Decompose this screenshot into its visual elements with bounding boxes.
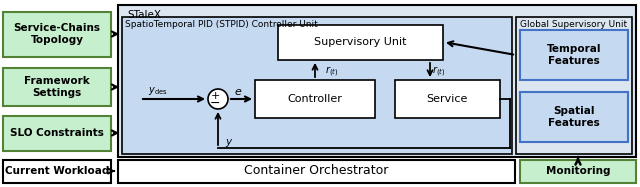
- Bar: [520, 30, 628, 80]
- Text: $y$: $y$: [225, 137, 234, 149]
- Text: Framework
Settings: Framework Settings: [24, 76, 90, 98]
- Text: $e$: $e$: [234, 87, 242, 97]
- Text: $y_{\mathregular{des}}$: $y_{\mathregular{des}}$: [148, 85, 168, 97]
- Bar: [520, 92, 628, 142]
- Bar: [118, 5, 636, 157]
- Text: Container Orchestrator: Container Orchestrator: [244, 165, 388, 177]
- Bar: [3, 68, 111, 106]
- Circle shape: [208, 89, 228, 109]
- Text: Controller: Controller: [287, 94, 342, 104]
- Bar: [516, 17, 632, 154]
- Text: Service: Service: [426, 94, 468, 104]
- Text: Supervisory Unit: Supervisory Unit: [314, 37, 406, 47]
- Text: Current Workload: Current Workload: [5, 166, 109, 176]
- Bar: [3, 116, 111, 151]
- Text: SLO Constraints: SLO Constraints: [10, 128, 104, 138]
- Text: SpatioTemporal PID (STPID) Controller Unit: SpatioTemporal PID (STPID) Controller Un…: [125, 20, 317, 29]
- Bar: [255, 80, 375, 118]
- Text: −: −: [210, 96, 220, 110]
- Text: $r_{(t)}$: $r_{(t)}$: [432, 65, 445, 79]
- Text: Spatial
Features: Spatial Features: [548, 106, 600, 128]
- Text: +: +: [211, 91, 220, 101]
- Bar: [520, 160, 636, 183]
- Text: Monitoring: Monitoring: [546, 166, 611, 176]
- Bar: [118, 160, 515, 183]
- Bar: [278, 25, 443, 60]
- Text: Service-Chains
Topology: Service-Chains Topology: [13, 23, 100, 45]
- Bar: [122, 17, 512, 154]
- Text: $r_{(t)}$: $r_{(t)}$: [325, 65, 339, 79]
- Bar: [3, 160, 111, 183]
- Bar: [3, 12, 111, 57]
- Bar: [395, 80, 500, 118]
- Text: STaleX: STaleX: [127, 10, 161, 20]
- Text: Global Supervisory Unit: Global Supervisory Unit: [520, 20, 628, 29]
- Text: Temporal
Features: Temporal Features: [547, 44, 601, 66]
